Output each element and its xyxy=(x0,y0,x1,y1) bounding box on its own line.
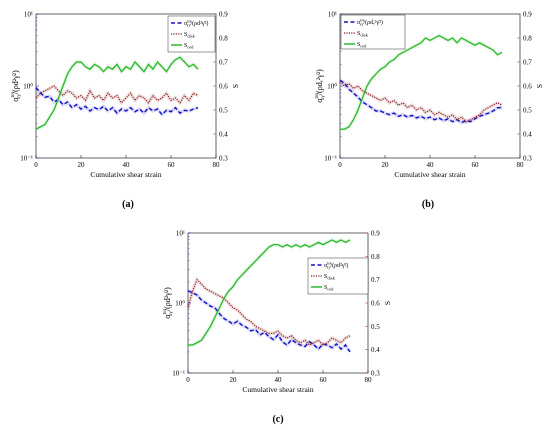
y-right-tick-label: 0.5 xyxy=(219,107,228,115)
legend-box xyxy=(307,257,369,295)
legend-label-0: σtot xy/(ρd²γ̇²) xyxy=(324,261,348,270)
x-tick-label: 80 xyxy=(213,161,221,169)
y-right-tick-label: 0.9 xyxy=(523,11,532,19)
x-axis-label-c: Cumulative shear strain xyxy=(242,385,313,394)
y-right-tick-label: 0.9 xyxy=(371,230,380,238)
series-line-a-2 xyxy=(35,56,199,130)
svg-text:σtotxy/(ρd²γ̇²): σtotxy/(ρd²γ̇²) xyxy=(163,287,174,319)
x-tick-label: 0 xyxy=(338,161,342,169)
series-line-b-2 xyxy=(340,34,503,130)
y-right-tick-label: 0.3 xyxy=(371,370,380,378)
y-right-tick-label: 0.4 xyxy=(371,346,380,354)
y-right-tick-label: 0.6 xyxy=(219,83,228,91)
y-left-tick-label: 10¹ xyxy=(328,11,337,19)
series-line-b-0 xyxy=(339,79,502,124)
x-tick-label: 80 xyxy=(365,376,373,384)
y-left-tick-label: 10⁻¹ xyxy=(20,155,33,163)
y-left-tick-label: 10⁰ xyxy=(23,83,33,91)
legend-box xyxy=(167,15,216,53)
legend-c: σtot xy/(ρd²γ̇²) Sdisk Srod xyxy=(307,257,369,295)
legend-a: σtot xy/(ρd²γ̇²) Sdisk Srod xyxy=(167,15,216,53)
series-line-c-2 xyxy=(188,239,351,346)
legend-label-2: Srod xyxy=(184,43,194,50)
y-right-tick-label: 0.4 xyxy=(523,131,532,139)
y-right-axis-label-c: S xyxy=(383,301,392,305)
x-tick-label: 60 xyxy=(168,161,176,169)
y-right-tick-label: 0.8 xyxy=(219,35,228,43)
y-right-tick-label: 0.7 xyxy=(523,59,532,67)
legend-label-1: Sdisk xyxy=(324,274,336,281)
legend-label-1: Sdisk xyxy=(357,31,369,38)
y-left-tick-label: 10⁻¹ xyxy=(324,155,337,163)
x-axis-label-a: Cumulative shear strain xyxy=(90,170,161,179)
x-tick-label: 20 xyxy=(382,161,390,169)
panel-label-b: (b) xyxy=(422,199,434,210)
y-right-tick-label: 0.7 xyxy=(371,276,380,284)
svg-text:σtotxy/(ρdₑ²γ̇²): σtotxy/(ρdₑ²γ̇²) xyxy=(315,69,326,103)
plot-frame-c xyxy=(187,232,369,374)
panel-label-c: (c) xyxy=(272,414,283,425)
series-line-a-1 xyxy=(35,85,199,104)
y-right-tick-label: 0.5 xyxy=(371,323,380,331)
y-right-tick-label: 0.6 xyxy=(523,83,532,91)
panel-b: 0 20 40 60 80 10⁻¹ 10⁰ 10¹ 0.3 0.4 0.5 0.6 0.7 0.8 0.9… xyxy=(315,11,544,211)
x-tick-label: 20 xyxy=(78,161,86,169)
legend-label-0: σtot xy/(ρd²γ̇²) xyxy=(184,19,208,28)
panel-a: 0 20 40 60 80 10⁻¹ 10⁰ 10¹ 0.3 0.4 0.5 0.6 0.7 0.8 0.9… xyxy=(11,11,240,211)
y-right-axis-label-a: S xyxy=(231,84,240,88)
y-right-tick-label: 0.9 xyxy=(219,11,228,19)
y-right-tick-label: 0.6 xyxy=(371,300,380,308)
series-band-c-0 xyxy=(187,289,352,353)
x-tick-label: 40 xyxy=(275,376,283,384)
legend-label-1: Sdisk xyxy=(184,32,196,39)
series-line-c-1 xyxy=(187,278,351,346)
legend-label-2: Srod xyxy=(324,285,334,292)
y-left-tick-label: 10¹ xyxy=(176,230,185,238)
x-tick-label: 0 xyxy=(34,161,38,169)
y-left-axis-label-b: σtotxy/(ρdₑ²γ̇²) xyxy=(315,69,326,103)
x-axis-label-b: Cumulative shear strain xyxy=(394,170,465,179)
x-tick-label: 40 xyxy=(123,161,131,169)
y-right-tick-label: 0.8 xyxy=(523,35,532,43)
panel-label-a: (a) xyxy=(122,199,134,210)
svg-text:σtotxy/(ρd²γ̇²): σtotxy/(ρd²γ̇²) xyxy=(11,70,22,102)
y-left-axis-label-c: σtotxy/(ρd²γ̇²) xyxy=(163,287,174,319)
y-left-tick-label: 10⁰ xyxy=(175,300,185,308)
y-left-tick-label: 10⁻¹ xyxy=(172,370,185,378)
series-line-a-0 xyxy=(35,87,199,116)
x-tick-label: 80 xyxy=(517,161,525,169)
y-right-tick-label: 0.8 xyxy=(371,253,380,261)
y-left-axis-label-a: σtotxy/(ρd²γ̇²) xyxy=(11,70,22,102)
legend-b: σtot xy/(ρdₑ²γ̇²) Sdisk Srod xyxy=(340,14,406,50)
panel-c: 0 20 40 60 80 10⁻¹ 10⁰ 10¹ 0.3 0.4 0.5 0.6 0.7 0.8 0.9… xyxy=(163,230,392,426)
x-tick-label: 20 xyxy=(230,376,238,384)
y-right-tick-label: 0.3 xyxy=(219,155,228,163)
x-tick-label: 60 xyxy=(472,161,480,169)
y-right-tick-label: 0.5 xyxy=(523,107,532,115)
x-tick-label: 60 xyxy=(320,376,328,384)
x-tick-label: 0 xyxy=(186,376,190,384)
legend-label-0: σtot xy/(ρdₑ²γ̇²) xyxy=(357,18,383,27)
y-right-tick-label: 0.4 xyxy=(219,131,228,139)
y-left-tick-label: 10⁰ xyxy=(327,83,337,91)
y-left-tick-label: 10¹ xyxy=(24,11,33,19)
y-right-tick-label: 0.3 xyxy=(523,155,532,163)
series-band-b-1 xyxy=(338,80,503,125)
y-right-axis-label-b: S xyxy=(535,84,544,88)
legend-label-2: Srod xyxy=(357,42,367,49)
y-right-tick-label: 0.7 xyxy=(219,59,228,67)
x-tick-label: 40 xyxy=(427,161,435,169)
